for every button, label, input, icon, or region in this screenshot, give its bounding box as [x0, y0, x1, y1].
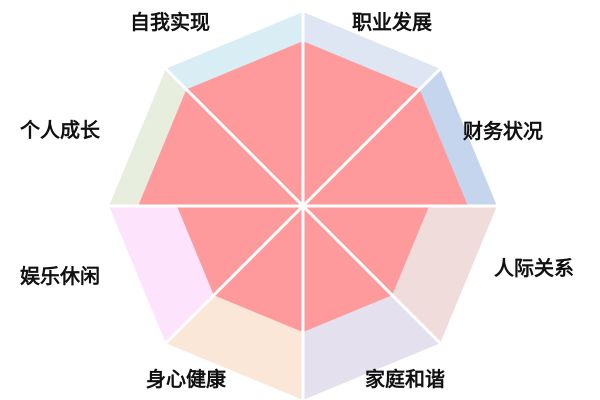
category-label: 娱乐休闲 [20, 264, 100, 288]
value-wedge-7 [138, 89, 303, 206]
value-wedge-5 [213, 206, 303, 333]
category-label: 自我实现 [130, 10, 210, 34]
category-label: 财务状况 [463, 119, 543, 143]
category-label: 职业发展 [352, 10, 432, 34]
sector-divider [301, 66, 443, 208]
value-wedge-3 [303, 206, 430, 296]
value-wedge-8 [186, 41, 303, 206]
category-label: 人际关系 [494, 256, 574, 280]
center-hub [299, 202, 307, 210]
sector-divider [301, 204, 443, 346]
value-wedge-6 [176, 206, 303, 296]
sector-divider [163, 66, 305, 208]
category-label: 身心健康 [146, 367, 226, 391]
value-wedge-1 [303, 41, 420, 206]
value-wedge-4 [303, 206, 393, 333]
category-label: 家庭和谐 [365, 367, 445, 391]
sector-divider [163, 204, 305, 346]
value-wedge-2 [303, 89, 468, 206]
category-label: 个人成长 [20, 118, 100, 142]
